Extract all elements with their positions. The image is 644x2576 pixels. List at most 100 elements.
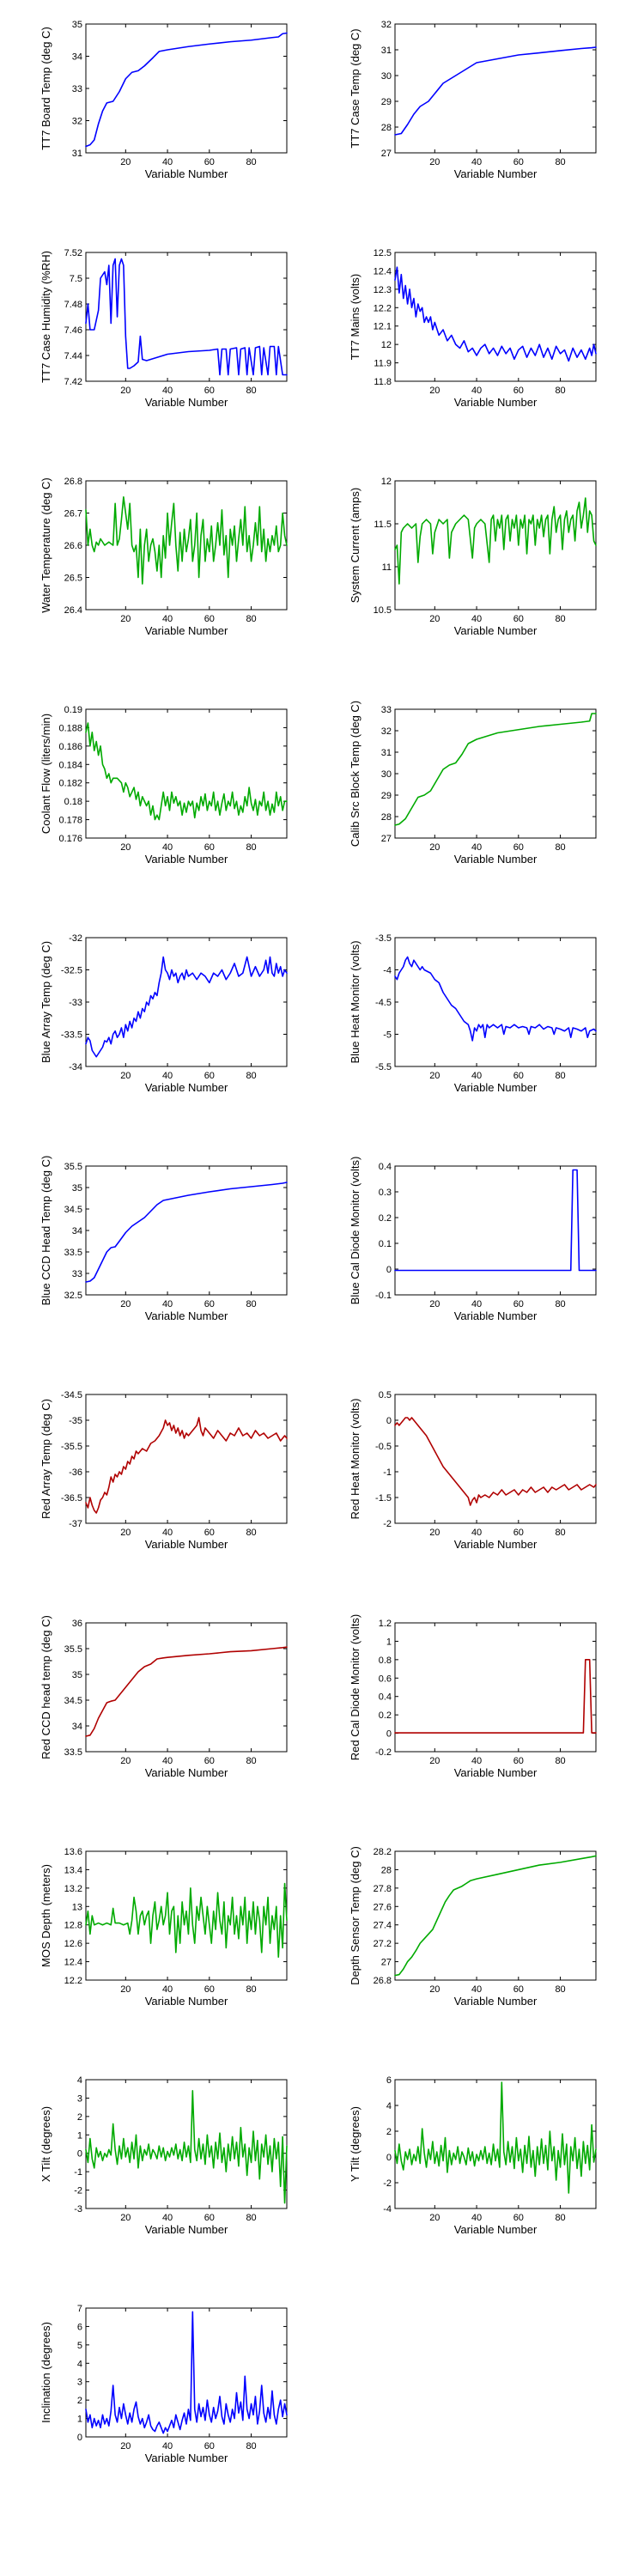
x-tick-label: 60 <box>204 1984 215 1995</box>
y-tick-label: 1.2 <box>379 1619 392 1629</box>
series-line <box>394 1659 597 1734</box>
series-line <box>85 1182 288 1283</box>
y-tick-label: 35 <box>72 1670 82 1680</box>
series-line <box>85 258 288 376</box>
y-tick-label: 35 <box>72 1183 82 1194</box>
chart-panel-4: 20 40 60 80 11.8 11.9 12 12.1 12.2 12.3 12.4 12.5 Va… <box>349 248 597 409</box>
y-tick-label: 34.5 <box>64 1205 82 1215</box>
y-axis-label: Red Array Temp (deg C) <box>39 1399 52 1519</box>
x-axis-label: Variable Number <box>145 1309 228 1322</box>
x-tick-label: 20 <box>429 1071 440 1081</box>
x-tick-label: 20 <box>429 1984 440 1995</box>
axes-frame <box>85 708 288 839</box>
y-tick-label: -32 <box>69 933 82 944</box>
axes-frame <box>394 23 597 154</box>
y-tick-label: 0 <box>386 1265 392 1275</box>
y-tick-label: 0 <box>386 1729 392 1740</box>
y-tick-label: 0 <box>386 1416 392 1426</box>
y-tick-label: -2 <box>74 2186 82 2196</box>
series-line <box>85 722 288 821</box>
x-tick-label: 40 <box>471 1528 482 1538</box>
y-tick-label: 29 <box>381 97 392 107</box>
chart-panel-2: 20 40 60 80 27 28 29 30 31 32 Variable Number TT7 C… <box>349 20 597 180</box>
y-tick-label: 7 <box>77 2304 82 2314</box>
x-tick-label: 20 <box>120 1984 131 1995</box>
x-axis-label: Variable Number <box>454 1538 538 1551</box>
y-tick-label: -34.5 <box>61 1390 82 1400</box>
y-tick-label: 0.2 <box>379 1710 392 1721</box>
axes-frame <box>394 1850 597 1981</box>
chart-panel-12: 20 40 60 80 -0.1 0 0.1 0.2 0.3 0.4 Variable Number… <box>349 1157 597 1322</box>
x-tick-label: 40 <box>471 2213 482 2223</box>
y-tick-label: -33.5 <box>61 1030 82 1041</box>
y-tick-label: 0.5 <box>379 1390 392 1400</box>
y-tick-label: 7.44 <box>64 351 82 361</box>
y-tick-label: 32 <box>381 20 392 30</box>
y-tick-label: -3.5 <box>375 933 392 944</box>
x-tick-label: 80 <box>246 614 256 624</box>
x-tick-label: 80 <box>246 386 256 396</box>
y-tick-label: 0.2 <box>379 1213 392 1224</box>
y-tick-label: 0.182 <box>58 779 82 789</box>
x-tick-label: 40 <box>471 614 482 624</box>
y-tick-label: 34 <box>72 1722 82 1732</box>
x-tick-label: 60 <box>513 1528 524 1538</box>
y-tick-label: 0.4 <box>379 1162 392 1172</box>
chart-panel-19: 20 40 60 80 -3 -2 -1 0 1 2 3 4 Variable Number X Tilt… <box>39 2075 288 2236</box>
chart-panel-13: 20 40 60 80 -37 -36.5 -36 -35.5 -35 -34.5 Variable… <box>39 1390 288 1551</box>
y-axis-label: Red Cal Diode Monitor (volts) <box>349 1614 361 1761</box>
series-line <box>85 1417 288 1514</box>
axes-frame <box>394 252 597 382</box>
series-line <box>85 32 288 148</box>
axes-frame <box>394 708 597 839</box>
y-axis-label: Y Tilt (degrees) <box>349 2106 361 2182</box>
series-line <box>394 266 597 362</box>
x-axis-label: Variable Number <box>145 853 228 866</box>
x-axis-label: Variable Number <box>454 1309 538 1322</box>
y-axis-label: System Current (amps) <box>349 488 361 603</box>
y-tick-label: -0.5 <box>375 1442 392 1452</box>
x-tick-label: 60 <box>204 1756 215 1766</box>
x-axis-label: Variable Number <box>454 853 538 866</box>
y-tick-label: 12.6 <box>64 1939 82 1949</box>
series-line <box>85 1646 288 1737</box>
chart-panel-10: 20 40 60 80 -5.5 -5 -4.5 -4 -3.5 Variable Number B… <box>349 933 597 1094</box>
y-tick-label: 3 <box>77 2378 82 2388</box>
chart-panel-9: 20 40 60 80 -34 -33.5 -33 -32.5 -32 Variable Numb… <box>39 933 288 1094</box>
chart-panel-7: 20 40 60 80 0.176 0.178 0.18 0.182 0.184 0.186 0.1… <box>39 705 288 866</box>
y-tick-label: 0 <box>77 2149 82 2160</box>
x-tick-label: 40 <box>162 614 173 624</box>
y-axis-label: Blue Heat Monitor (volts) <box>349 940 361 1063</box>
y-tick-label: 13 <box>72 1902 82 1912</box>
y-tick-label: 28.2 <box>374 1847 392 1857</box>
y-axis-label: Water Temperature (deg C) <box>39 477 52 613</box>
y-tick-label: 26.6 <box>64 541 82 551</box>
chart-panel-11: 20 40 60 80 32.5 33 33.5 34 34.5 35 35.5 Variable N… <box>39 1156 288 1322</box>
chart-panel-8: 20 40 60 80 27 28 29 30 31 32 33 Variable Number Cal… <box>349 701 597 866</box>
y-tick-label: 27 <box>381 834 392 844</box>
x-tick-label: 80 <box>555 1984 565 1995</box>
y-tick-label: 35 <box>72 20 82 30</box>
x-tick-label: 20 <box>429 2213 440 2223</box>
y-tick-label: 12.2 <box>64 1976 82 1986</box>
y-tick-label: 10.5 <box>374 605 392 616</box>
x-tick-label: 60 <box>513 386 524 396</box>
x-tick-label: 60 <box>513 157 524 167</box>
x-tick-label: 80 <box>555 614 565 624</box>
x-tick-label: 80 <box>555 1528 565 1538</box>
axes-frame <box>394 1165 597 1296</box>
x-tick-label: 80 <box>246 1528 256 1538</box>
axes-frame <box>85 1394 288 1524</box>
y-tick-label: -2 <box>383 1519 392 1529</box>
y-tick-label: -4.5 <box>375 998 392 1008</box>
x-tick-label: 80 <box>246 1756 256 1766</box>
x-tick-label: 80 <box>246 1299 256 1309</box>
chart-panel-16: 20 40 60 80 -0.2 0 0.2 0.4 0.6 0.8 1 1.2 Variable Nu… <box>349 1614 597 1779</box>
y-tick-label: -37 <box>69 1519 82 1529</box>
y-tick-label: 27.6 <box>374 1902 392 1912</box>
x-tick-label: 20 <box>429 842 440 853</box>
x-axis-label: Variable Number <box>145 1995 228 2008</box>
y-tick-label: 13.6 <box>64 1847 82 1857</box>
y-tick-label: 11.5 <box>374 519 392 530</box>
series-line <box>394 46 597 136</box>
